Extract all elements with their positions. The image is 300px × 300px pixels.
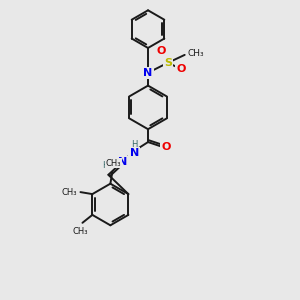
Text: CH₃: CH₃	[73, 227, 88, 236]
Text: S: S	[164, 58, 172, 68]
Text: CH₃: CH₃	[106, 159, 121, 168]
Text: O: O	[156, 46, 166, 56]
Text: O: O	[161, 142, 170, 152]
Text: CH₃: CH₃	[61, 188, 76, 196]
Text: H: H	[131, 140, 137, 149]
Text: N: N	[118, 157, 127, 167]
Text: H: H	[102, 161, 109, 170]
Text: CH₃: CH₃	[188, 50, 204, 58]
Text: N: N	[143, 68, 153, 78]
Text: O: O	[176, 64, 185, 74]
Text: N: N	[130, 148, 139, 158]
